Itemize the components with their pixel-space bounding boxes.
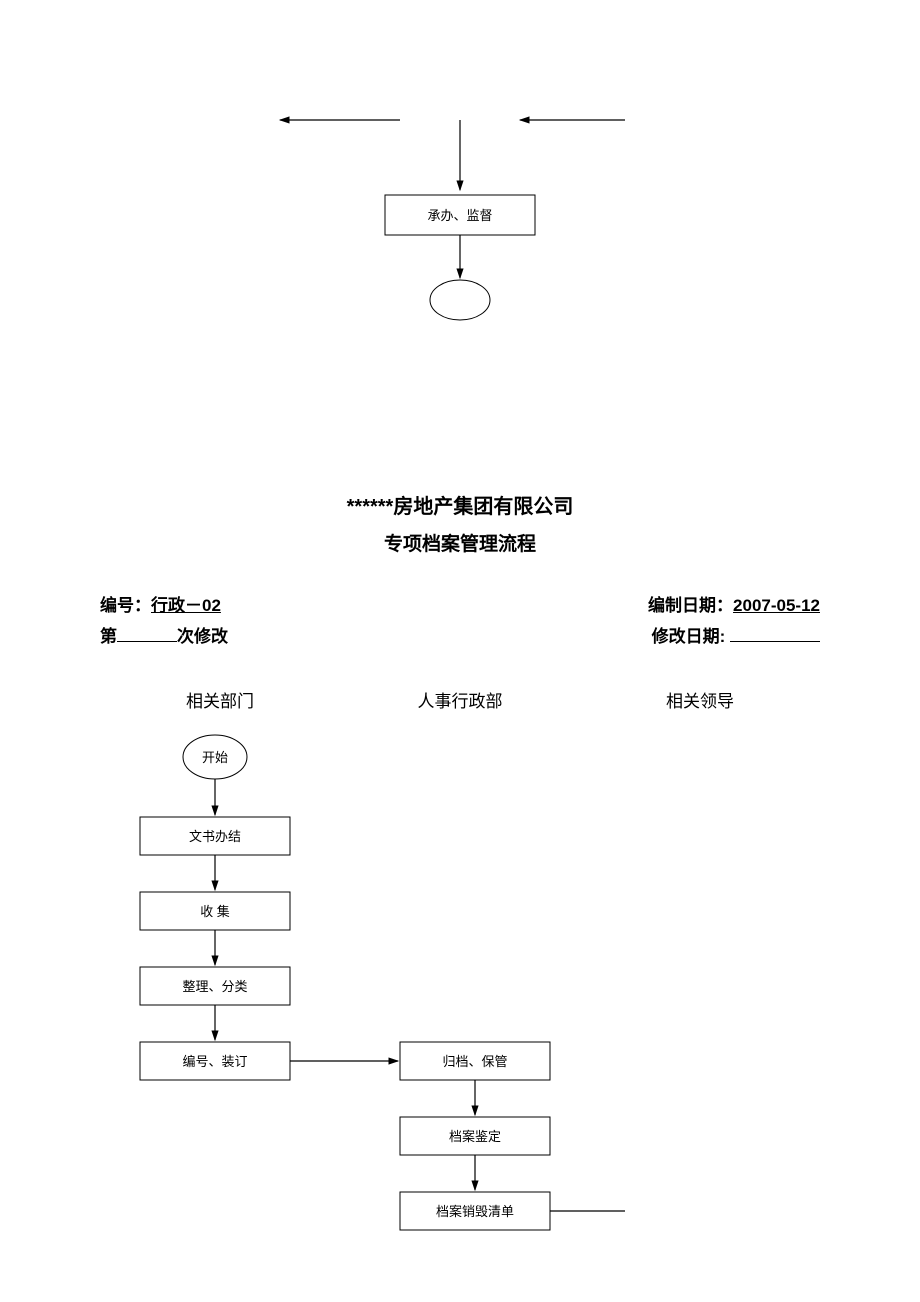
node-label-jianding: 档案鉴定 [449, 1129, 501, 1144]
meta-revision: 第 次修改 [100, 622, 228, 647]
process-box-label: 承办、监督 [427, 208, 492, 223]
meta-rev-suffix: 次修改 [177, 627, 228, 646]
page-root: 承办、监督 ******房地产集团有限公司 专项档案管理流程 编号：行政－02 … [0, 0, 920, 1272]
meta-rev-date: 修改日期: [652, 622, 820, 647]
meta-rev-prefix: 第 [100, 627, 117, 646]
title-line2: 专项档案管理流程 [0, 529, 920, 556]
meta-rev-blank [117, 625, 177, 642]
node-label-bianhao: 编号、装订 [182, 1054, 247, 1069]
col-header-1: 相关部门 [100, 687, 340, 712]
meta-date-value: 2007-05-12 [733, 596, 820, 615]
col-header-3: 相关领导 [580, 687, 820, 712]
document-title-block: ******房地产集团有限公司 专项档案管理流程 [0, 490, 920, 556]
meta-code-label: 编号： [100, 596, 151, 615]
meta-date-label: 编制日期： [648, 596, 733, 615]
lower-flowchart: 开始文书办结收 集整理、分类编号、装订 归档、保管档案鉴定档案销毁清单 [0, 722, 920, 1272]
upper-flowchart: 承办、监督 [0, 0, 920, 340]
column-headers: 相关部门 人事行政部 相关领导 [0, 687, 920, 712]
node-label-guidang: 归档、保管 [442, 1054, 507, 1069]
terminator-ellipse [430, 280, 490, 320]
meta-code-value: 行政－02 [151, 596, 221, 615]
meta-code: 编号：行政－02 [100, 591, 221, 616]
meta-rev-date-label: 修改日期: [652, 627, 726, 646]
meta-date: 编制日期：2007-05-12 [648, 591, 820, 616]
col-header-2: 人事行政部 [340, 687, 580, 712]
title-line1: ******房地产集团有限公司 [0, 490, 920, 519]
meta-rev-date-blank [730, 625, 820, 642]
node-label-wenshu: 文书办结 [189, 829, 241, 844]
node-label-start: 开始 [202, 750, 228, 765]
meta-row-1: 编号：行政－02 编制日期：2007-05-12 [0, 591, 920, 616]
meta-row-2: 第 次修改 修改日期: [0, 622, 920, 647]
node-label-zhengli: 整理、分类 [182, 979, 247, 994]
node-label-shouji: 收 集 [200, 904, 230, 919]
node-label-xiaohui: 档案销毁清单 [436, 1204, 514, 1219]
